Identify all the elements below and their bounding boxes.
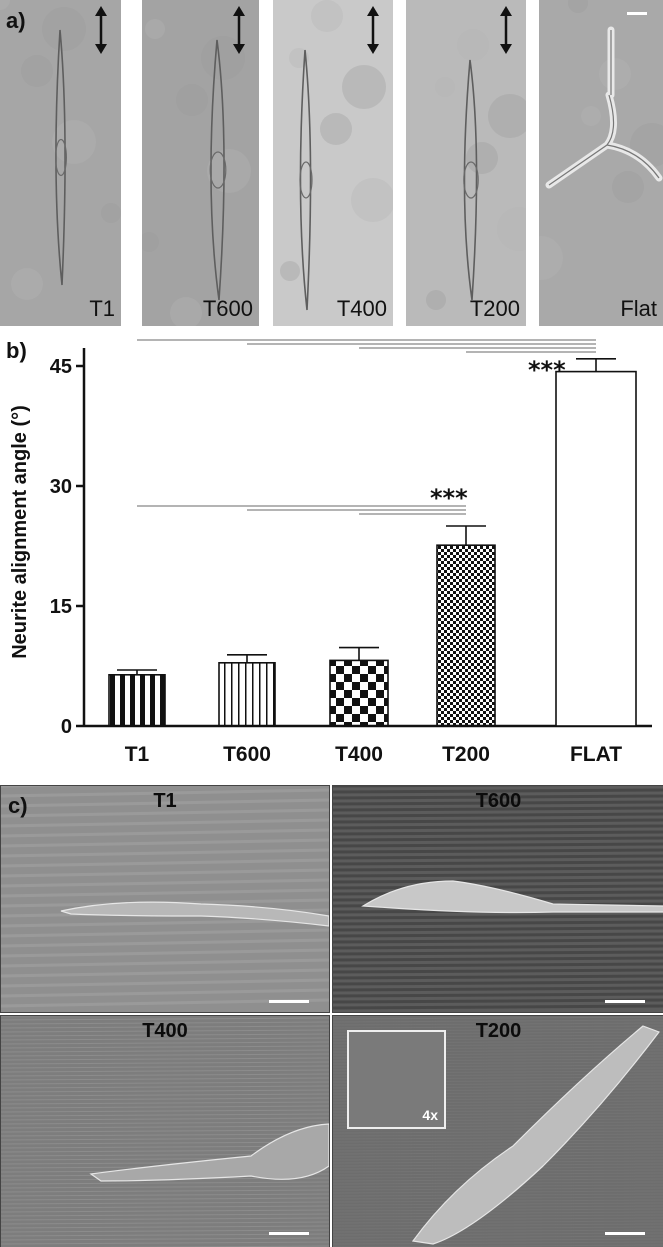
x-tick-label: T200 xyxy=(442,743,490,766)
sem-label-t400: T400 xyxy=(142,1020,188,1042)
sem-label-t600: T600 xyxy=(475,790,522,812)
x-tick-label: T600 xyxy=(223,743,271,766)
arrow-heads xyxy=(500,6,512,54)
cell-body xyxy=(411,1025,660,1245)
micrograph-label: Flat xyxy=(620,296,657,321)
sem-label-t200: T200 xyxy=(475,1020,522,1042)
x-tick-label: FLAT xyxy=(570,743,622,766)
y-tick-label: 0 xyxy=(61,716,72,738)
cell-body xyxy=(463,161,479,199)
neurite-outline xyxy=(299,49,312,311)
sem-texture xyxy=(1,1016,329,1247)
micrograph-drawing xyxy=(280,0,393,311)
micrograph-label: T200 xyxy=(469,296,520,321)
significance-marker: *** xyxy=(430,484,468,512)
scale-bar xyxy=(605,1232,645,1235)
scale-bar xyxy=(269,1000,309,1003)
scale-bar xyxy=(269,1232,309,1235)
panel-c-letter: c) xyxy=(8,793,28,818)
micrograph-t600: T600 xyxy=(142,0,259,326)
micrograph-drawing xyxy=(0,0,121,300)
cell-body xyxy=(299,161,313,199)
bar-t600 xyxy=(218,661,276,727)
arrow-heads xyxy=(233,6,245,54)
cell-body xyxy=(54,138,67,177)
scale-bar xyxy=(627,12,647,15)
micrograph-t200: T200 xyxy=(406,0,526,326)
neurite-outline xyxy=(55,29,66,286)
bar-chart: 0 15 30 45 T1 T600 T400 T200 FLAT *** *** xyxy=(50,339,652,766)
micrograph-t1: T1 xyxy=(0,0,121,326)
arrow-heads xyxy=(95,6,107,54)
sem-image-t400: T400 xyxy=(0,1015,330,1247)
bar-t200 xyxy=(436,544,496,727)
arrow-heads xyxy=(367,6,379,54)
panel-b-letter: b) xyxy=(6,338,27,363)
y-tick-label: 15 xyxy=(50,596,72,618)
x-tick-label: T1 xyxy=(125,743,150,766)
y-tick-label: 45 xyxy=(50,356,72,378)
significance-marker: *** xyxy=(528,356,566,384)
x-tick-label: T400 xyxy=(335,743,383,766)
scale-bar xyxy=(605,1000,645,1003)
micrograph-label: T1 xyxy=(89,296,115,321)
sem-image-t200: T200 4x xyxy=(332,1015,663,1247)
sem-image-t1: T1 xyxy=(0,785,330,1013)
cell-processes xyxy=(545,26,663,189)
cell-body xyxy=(89,1123,329,1182)
bar-flat xyxy=(555,370,637,727)
cell-body xyxy=(361,880,663,914)
micrograph-label: T400 xyxy=(336,296,387,321)
sem-texture xyxy=(333,786,663,1010)
sem-label-t1: T1 xyxy=(153,790,177,812)
panel-a-letter: a) xyxy=(6,8,26,33)
micrograph-label: T600 xyxy=(202,296,253,321)
bar-t1 xyxy=(108,673,166,727)
inset-magnification-label: 4x xyxy=(422,1107,438,1123)
cell-body xyxy=(60,901,329,927)
y-tick-label: 30 xyxy=(50,476,72,498)
micrograph-drawing xyxy=(539,0,663,280)
micrograph-t400: T400 xyxy=(273,0,393,326)
neurite-outline xyxy=(463,59,478,301)
micrograph-drawing xyxy=(426,6,526,310)
neurite-outline xyxy=(210,39,225,301)
sem-image-t600: T600 xyxy=(332,785,663,1013)
magnified-inset: 4x xyxy=(347,1030,446,1129)
sem-texture xyxy=(1,786,329,1008)
cell-body xyxy=(209,151,227,189)
micrograph-flat: Flat xyxy=(539,0,663,326)
bar-t400 xyxy=(329,659,389,727)
micrograph-drawing xyxy=(142,6,251,326)
cell-outline xyxy=(548,30,660,186)
